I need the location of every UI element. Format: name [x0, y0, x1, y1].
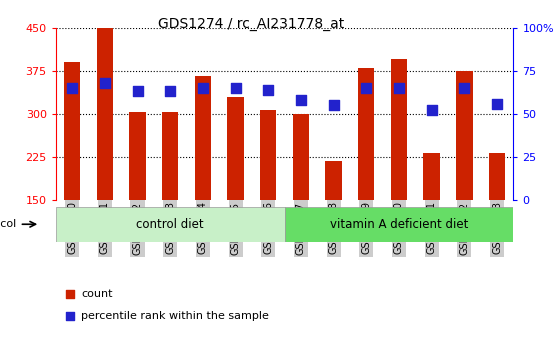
Bar [285, 207, 513, 242]
Point [329, 102, 338, 108]
Bar [424, 153, 440, 200]
Bar [293, 114, 309, 200]
Point [133, 89, 142, 94]
Point [100, 80, 109, 86]
Point [362, 85, 371, 91]
Bar [456, 71, 473, 200]
Point [395, 85, 403, 91]
Point [460, 85, 469, 91]
Bar [195, 77, 211, 200]
Bar [56, 207, 285, 242]
Bar [260, 110, 276, 200]
Text: protocol: protocol [0, 219, 17, 229]
Point [166, 89, 175, 94]
Point [264, 87, 273, 92]
Bar [325, 161, 341, 200]
Text: percentile rank within the sample: percentile rank within the sample [81, 311, 269, 321]
Bar [358, 68, 374, 200]
Point [199, 85, 208, 91]
Text: count: count [81, 289, 113, 299]
Text: vitamin A deficient diet: vitamin A deficient diet [330, 218, 468, 231]
Point [296, 97, 305, 103]
Bar [228, 97, 244, 200]
Bar [391, 59, 407, 200]
Point [493, 101, 502, 106]
Bar [162, 112, 179, 200]
Point [231, 85, 240, 91]
Bar [97, 28, 113, 200]
Point [405, 191, 414, 197]
Bar [129, 112, 146, 200]
Bar [489, 153, 505, 200]
Text: control diet: control diet [136, 218, 204, 231]
Point [427, 108, 436, 113]
Bar [64, 62, 80, 200]
Text: GDS1274 / rc_AI231778_at: GDS1274 / rc_AI231778_at [158, 17, 344, 31]
Point [68, 85, 76, 91]
